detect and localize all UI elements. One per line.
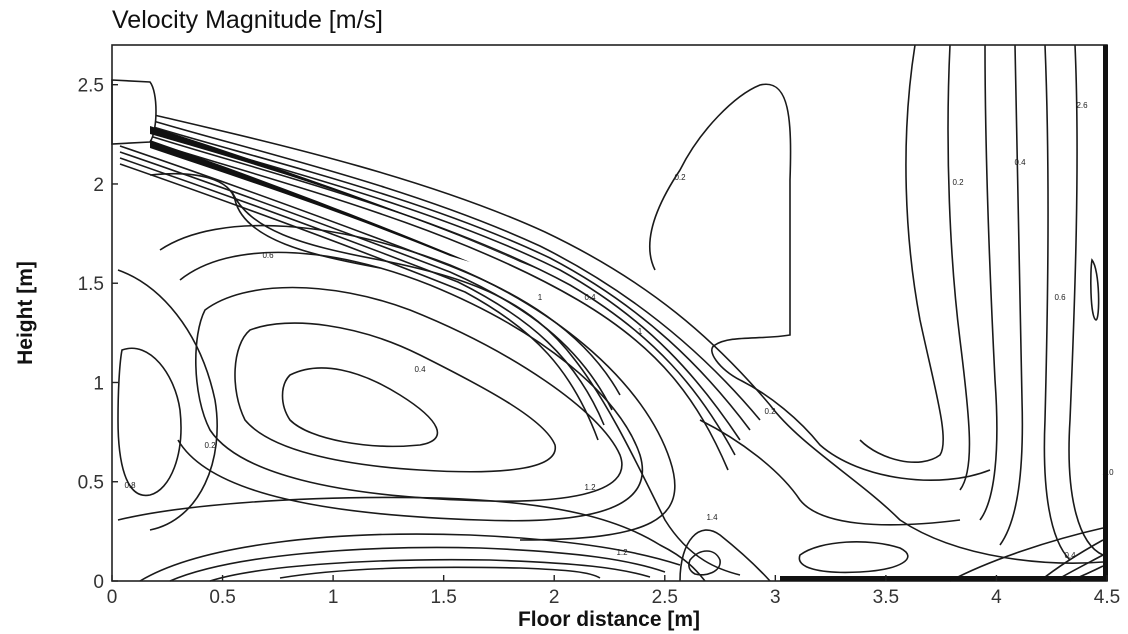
contour-line: [699, 419, 961, 526]
contour-line: [1068, 44, 1104, 556]
contour-line: [231, 191, 741, 576]
contour-line: [149, 125, 751, 431]
contour-line: [859, 44, 945, 463]
inlet-outline: [111, 79, 157, 145]
supply-inlet: [111, 79, 540, 270]
x-tick-label: 4: [991, 587, 1002, 608]
contour-line: [149, 141, 729, 471]
contour-line: [119, 157, 605, 426]
x-axis-label: Floor distance [m]: [518, 608, 700, 631]
contour-line: [139, 533, 681, 582]
contour-value-label: 1.2: [584, 483, 596, 492]
contour-line: [739, 379, 991, 481]
contour-lines: [117, 44, 1104, 582]
y-tick-label: 0.5: [78, 473, 104, 494]
contour-value-label: 1: [638, 327, 643, 336]
contour-value-label: 1.2: [616, 548, 628, 557]
x-tick-label: 2.5: [652, 587, 678, 608]
y-tick-label: 2.5: [78, 76, 104, 97]
contour-line: [999, 44, 1024, 546]
x-tick-label: 1.5: [430, 587, 456, 608]
y-tick-label: 1.5: [78, 274, 104, 295]
contour-value-label: 0.2: [674, 173, 686, 182]
chart-title: Velocity Magnitude [m/s]: [112, 6, 383, 34]
contour-line: [149, 135, 736, 456]
right-wall-band: [1103, 45, 1108, 581]
x-tick-label: 1: [328, 587, 339, 608]
contour-line: [169, 546, 666, 582]
contour-value-label: 0.6: [1054, 293, 1066, 302]
contour-value-label: 0.4: [1014, 158, 1026, 167]
contour-line: [688, 550, 721, 576]
y-tick-label: 2: [93, 175, 104, 196]
y-axis-label: Height [m]: [14, 261, 37, 365]
x-tick-label: 3: [770, 587, 781, 608]
y-axis: 0 0.5 1 1.5 2 2.5: [78, 76, 118, 593]
contour-value-label: 0.6: [262, 251, 274, 260]
contour-line: [209, 558, 651, 582]
contour-line: [1043, 44, 1071, 561]
jet-core: [150, 126, 540, 270]
contour-line: [177, 251, 644, 522]
contour-line: [159, 224, 676, 541]
contour-value-label: 0.4: [584, 293, 596, 302]
x-tick-label: 0.5: [209, 587, 235, 608]
contour-line: [117, 496, 706, 582]
contour-value-label: 0.8: [124, 481, 136, 490]
contour-line: [279, 566, 601, 579]
contour-line: [949, 527, 1104, 582]
y-tick-label: 1: [93, 373, 104, 394]
contour-value-label: 0.4: [1064, 551, 1076, 560]
contour-value-label: 1: [538, 293, 543, 302]
contour-line: [947, 44, 971, 491]
contour-line: [234, 322, 556, 473]
contour-value-label: 0.2: [952, 178, 964, 187]
contour-line: [119, 163, 599, 441]
x-tick-label: 4.5: [1094, 587, 1120, 608]
plot-frame: [111, 44, 1108, 582]
contour-line: [979, 44, 998, 521]
contour-line: [798, 541, 909, 574]
contour-line: [149, 113, 1104, 564]
contour-value-label: 1.4: [706, 513, 718, 522]
contour-labels: 0.2 0.6 0.4 0.2 0.8 1.2 0.2 1 1.4 1.2 2.6 0.4 0.2 0.6…: [124, 101, 1114, 560]
contour-line: [649, 83, 792, 381]
contour-line: [117, 347, 182, 497]
jet-core: [150, 140, 470, 262]
contour-line: [1090, 258, 1100, 321]
contour-line: [281, 367, 439, 448]
contour-value-label: 2.6: [1076, 101, 1088, 110]
contour-value-label: 0.2: [764, 407, 776, 416]
contour-value-label: 0.2: [204, 441, 216, 450]
x-tick-label: 0: [107, 587, 118, 608]
x-tick-label: 2: [549, 587, 560, 608]
x-axis: 0 0.5 1 1.5 2 2.5 3 3.5 4 4.5: [107, 575, 1120, 608]
contour-value-label: 0.4: [414, 365, 426, 374]
x-tick-label: 3.5: [873, 587, 899, 608]
contour-line: [117, 269, 218, 531]
contour-line: [679, 529, 771, 582]
y-tick-label: 0: [93, 572, 104, 593]
contour-line: [149, 119, 761, 421]
floor-band: [780, 576, 1107, 581]
contour-line: [195, 286, 623, 502]
contour-value-label: 2.0: [1102, 468, 1114, 477]
contour-line: [119, 151, 613, 411]
